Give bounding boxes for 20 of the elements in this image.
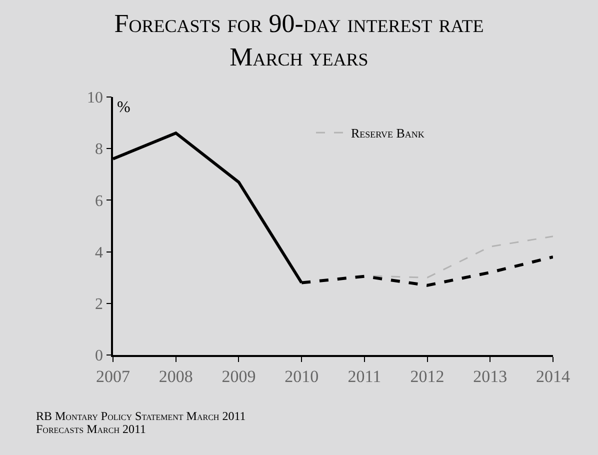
y-axis-title: % bbox=[117, 99, 130, 116]
y-tick-label: 2 bbox=[95, 296, 104, 313]
x-tick-label: 2014 bbox=[536, 367, 570, 386]
x-tick-label: 2008 bbox=[158, 367, 193, 386]
legend-label: Reserve Bank bbox=[351, 126, 425, 141]
chart-title: Forecasts for 90-day interest rate bbox=[114, 8, 484, 38]
text: RB Montary Policy Statement March 2011 bbox=[36, 409, 246, 423]
y-tick-label: 0 bbox=[95, 348, 104, 365]
x-tick-label: 2011 bbox=[348, 367, 382, 386]
x-tick-label: 2010 bbox=[284, 367, 319, 386]
y-tick-label: 4 bbox=[95, 244, 104, 262]
x-tick-label: 2012 bbox=[410, 367, 444, 386]
x-tick-label: 2007 bbox=[96, 367, 130, 386]
x-tick-label: 2013 bbox=[473, 367, 508, 386]
y-tick-label: 8 bbox=[95, 141, 104, 158]
y-tick-label: 10 bbox=[87, 90, 104, 107]
x-tick-label: 2009 bbox=[222, 367, 256, 386]
text: Forecasts March 2011 bbox=[36, 422, 146, 436]
chart-subtitle: March years bbox=[230, 42, 368, 72]
y-tick-label: 6 bbox=[95, 192, 104, 210]
